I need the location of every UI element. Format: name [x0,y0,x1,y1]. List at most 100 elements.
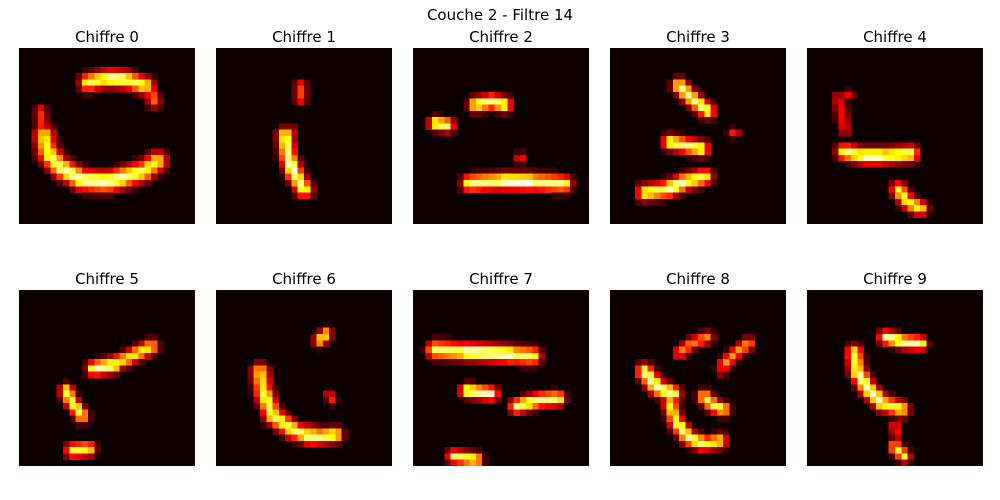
heatmap-cell [888,415,896,423]
heatmap-cell [698,390,705,398]
heatmap-cell [457,359,464,366]
heatmap-cell [513,154,521,162]
heatmap-cell [691,390,699,398]
heatmap-cell [469,186,477,193]
heatmap-cell [647,180,655,187]
heatmap-cell [444,117,452,124]
heatmap-cell [863,352,871,360]
heatmap-cell [857,390,864,398]
heatmap-cell [253,378,261,385]
heatmap-cell [444,459,452,466]
heatmap-cell [698,148,705,156]
heatmap-cell [278,403,286,410]
heatmap-cell [291,192,299,200]
heatmap-cell [469,104,477,112]
heatmap-cell [247,365,255,373]
heatmap-cell [691,180,699,187]
heatmap-cell [260,396,267,404]
heatmap-cell [679,142,686,149]
heatmap-cell [748,346,755,354]
heatmap-cell [278,161,286,168]
heatmap-cell [463,173,470,181]
heatmap-cell [50,167,58,175]
heatmap-cell [838,110,846,118]
heatmap-cell [329,396,336,404]
heatmap-cell [107,79,114,87]
heatmap-cell [672,173,680,181]
heatmap-cell [920,198,927,206]
heatmap-cell [888,142,896,149]
heatmap-cell [679,384,686,391]
heatmap-cell [666,396,674,404]
panel-title: Chiffre 3 [666,28,730,46]
heatmap-cell [857,378,864,385]
heatmap-cell [557,396,565,404]
heatmap-cell [660,180,667,187]
heatmap-cell [729,129,737,137]
heatmap-cell [100,352,108,360]
heatmap-cell [253,403,261,410]
heatmap-cell [901,396,908,404]
heatmap-cell [119,352,127,360]
heatmap-cell [926,205,934,212]
heatmap-cell [81,66,89,74]
heatmap-cell [679,73,686,80]
heatmap-cell [31,142,39,149]
heatmap-cell [94,371,102,379]
heatmap-cell [494,396,502,404]
heatmap-cell [685,79,693,87]
heatmap-cell [50,173,58,181]
heatmap-cell [310,340,317,347]
heatmap-cell [679,428,686,435]
heatmap-cell [672,352,680,360]
heatmap-cell [285,428,292,435]
heatmap-cell [716,352,724,360]
heatmap-cell [278,136,286,143]
heatmap-cell [551,390,558,398]
heatmap-cell [507,167,514,175]
heatmap-cell [272,409,280,417]
heatmap-cell [157,161,164,168]
heatmap-cell [888,390,896,398]
heatmap-cell [869,384,877,391]
heatmap-cell [144,352,152,360]
heatmap-cell [444,334,452,341]
heatmap-cell [698,447,705,454]
heatmap-cell [882,148,890,156]
heatmap-cell [291,180,299,187]
heatmap-cell [716,409,724,417]
heatmap-cell [901,403,908,410]
heatmap-cell [469,384,477,391]
heatmap-cell [297,167,305,175]
heatmap-cell [494,110,502,118]
heatmap-cell [431,110,439,118]
heatmap-cell [895,403,902,410]
heatmap-image [807,290,983,466]
heatmap-cell [56,167,64,175]
heatmap-cell [144,180,152,187]
heatmap-cell [285,123,292,131]
heatmap-cell [132,161,139,168]
heatmap-cell [88,409,95,417]
heatmap-cell [329,422,336,429]
heatmap-cell [501,173,508,181]
heatmap-cell [37,129,45,137]
heatmap-cell [660,371,667,379]
heatmap-cell [419,346,426,354]
heatmap-cell [666,378,674,385]
heatmap-cell [570,173,577,181]
heatmap-cell [538,359,546,366]
heatmap-cell [882,340,890,347]
heatmap-cell [69,384,76,391]
heatmap-cell [507,403,514,410]
heatmap-cell [901,415,908,423]
heatmap-cell [291,129,299,137]
heatmap-cell [37,142,45,149]
heatmap-cell [641,365,649,373]
heatmap-cell [888,154,896,162]
heatmap-cell [457,459,464,466]
heatmap-cell [660,186,667,193]
heatmap-cell [119,346,127,354]
heatmap-cell [297,428,305,435]
heatmap-cell [635,180,642,187]
